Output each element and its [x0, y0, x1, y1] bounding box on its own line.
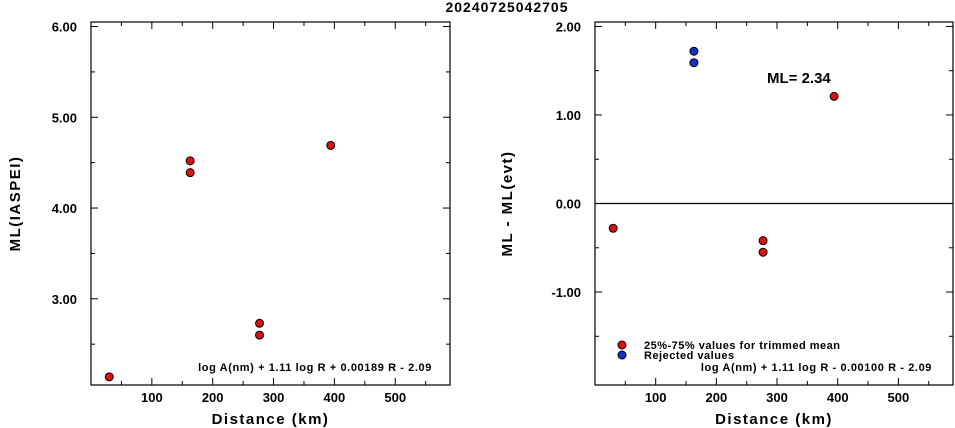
magnitude-formula: log A(nm) + 1.11 log R - 0.00100 R - 2.0…: [701, 362, 932, 374]
data-point: [689, 46, 699, 56]
y-tick-label: 3.00: [52, 292, 77, 307]
y-tick-label: 1.00: [556, 108, 581, 123]
y-axis-label: ML - ML(evt): [499, 150, 516, 256]
y-tick-label: 0.00: [556, 197, 581, 212]
data-point: [185, 168, 195, 178]
left-panel-ml-iaspei: 100 200 300 400 500 3.00 4.00 5.00 6.00 Distance …: [7, 20, 451, 428]
data-point: [326, 140, 336, 150]
data-point: [185, 156, 195, 166]
x-tick-label: 400: [827, 390, 849, 405]
y-axis-label: ML(IASPEI): [7, 156, 24, 252]
y-tick-label: 2.00: [556, 19, 581, 34]
x-tick-label: 300: [263, 390, 285, 405]
x-tick-label: 400: [324, 390, 346, 405]
data-point: [255, 330, 265, 340]
data-point: [104, 372, 114, 382]
magnitude-formula: log A(nm) + 1.11 log R + 0.00189 R - 2.0…: [198, 362, 432, 374]
data-point: [758, 236, 768, 246]
x-tick-label: 200: [706, 390, 728, 405]
x-tick-label: 300: [766, 390, 788, 405]
x-tick-label: 200: [202, 390, 224, 405]
data-point: [689, 58, 699, 68]
plot-frame: [90, 21, 451, 386]
legend-marker: [617, 350, 627, 360]
legend-label: 25%-75% values for trimmed mean: [644, 340, 840, 352]
figure-title: 20240725042705: [445, 0, 568, 15]
ml-value-label: ML= 2.34: [767, 70, 831, 87]
y-tick-label: 6.00: [52, 20, 77, 35]
x-tick-label: 500: [888, 390, 910, 405]
data-point: [608, 223, 618, 233]
legend-marker: [617, 340, 627, 350]
x-tick-label: 100: [645, 390, 667, 405]
y-tick-label: 5.00: [52, 110, 77, 125]
x-axis-label: Distance (km): [715, 411, 833, 428]
data-point: [829, 91, 839, 101]
right-panel-ml-residual: 100 200 300 400 500 -1.00 0.00 1.00 2.00 Distance…: [499, 19, 954, 428]
data-point: [758, 247, 768, 257]
x-axis-label: Distance (km): [212, 411, 330, 428]
x-tick-label: 100: [141, 390, 163, 405]
data-point: [255, 318, 265, 328]
y-tick-label: -1.00: [551, 285, 581, 300]
legend-label: Rejected values: [644, 350, 735, 362]
y-tick-label: 4.00: [52, 201, 77, 216]
x-tick-label: 500: [384, 390, 406, 405]
